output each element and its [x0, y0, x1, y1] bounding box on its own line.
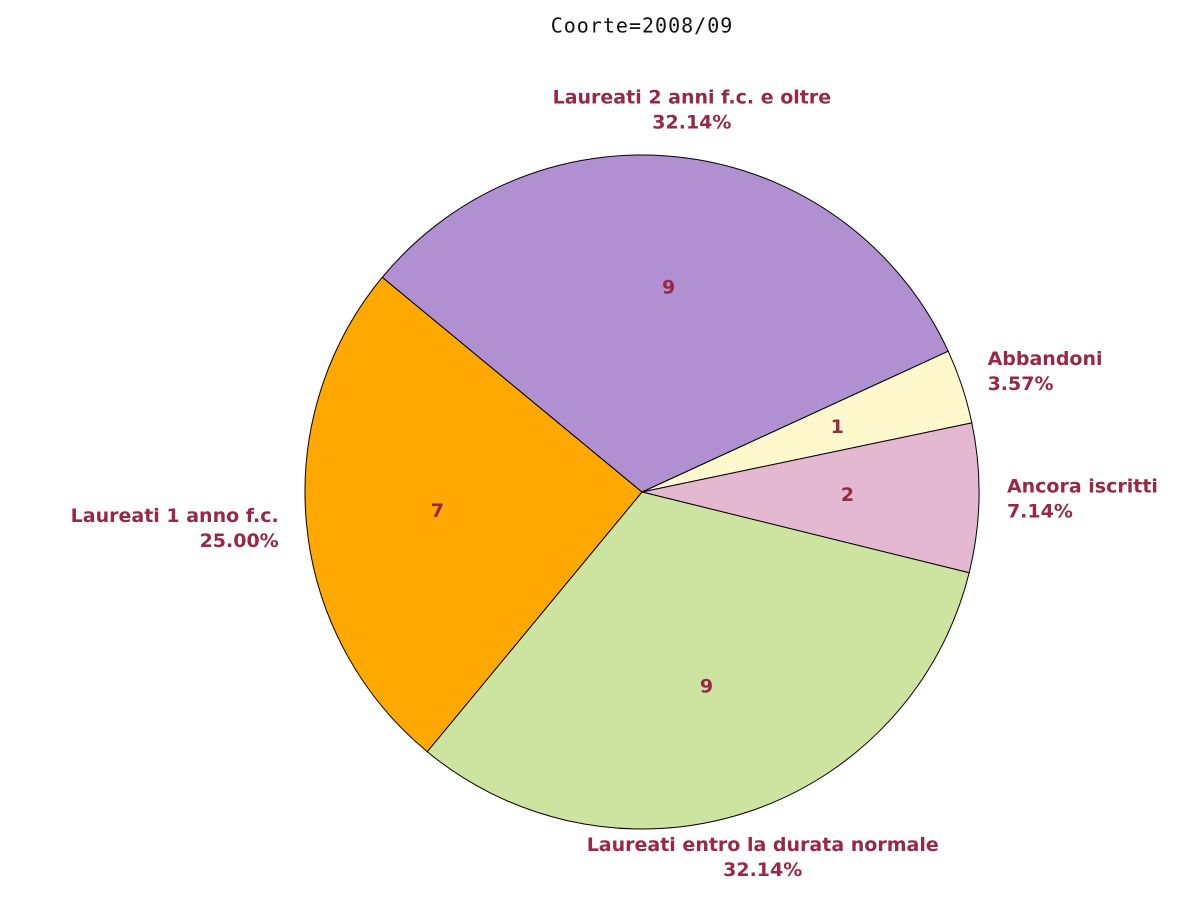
slice-percent-label: 32.14% — [723, 859, 802, 881]
slice-category-label: Abbandoni — [988, 348, 1103, 370]
slice-value-label: 7 — [431, 500, 444, 522]
pie-slice — [426, 491, 970, 830]
slice-percent-label: 3.57% — [988, 373, 1054, 395]
slice-value-label: 1 — [831, 416, 844, 438]
pie-slice — [641, 422, 980, 574]
slice-category-label: Laureati 1 anno f.c. — [71, 505, 279, 527]
pie-slice — [304, 276, 643, 753]
slice-value-label: 9 — [662, 277, 675, 299]
slice-value-label: 9 — [700, 676, 713, 698]
slice-percent-label: 7.14% — [1007, 500, 1073, 522]
slice-percent-label: 32.14% — [652, 112, 731, 134]
slice-category-label: Ancora iscritti — [1007, 475, 1158, 497]
slice-category-label: Laureati 2 anni f.c. e oltre — [553, 87, 832, 109]
pie-slice — [381, 154, 949, 493]
chart-title: Coorte=2008/09 — [551, 14, 734, 38]
slice-category-label: Laureati entro la durata normale — [587, 834, 939, 856]
slice-value-label: 2 — [841, 484, 854, 506]
slice-percent-label: 25.00% — [200, 530, 279, 552]
